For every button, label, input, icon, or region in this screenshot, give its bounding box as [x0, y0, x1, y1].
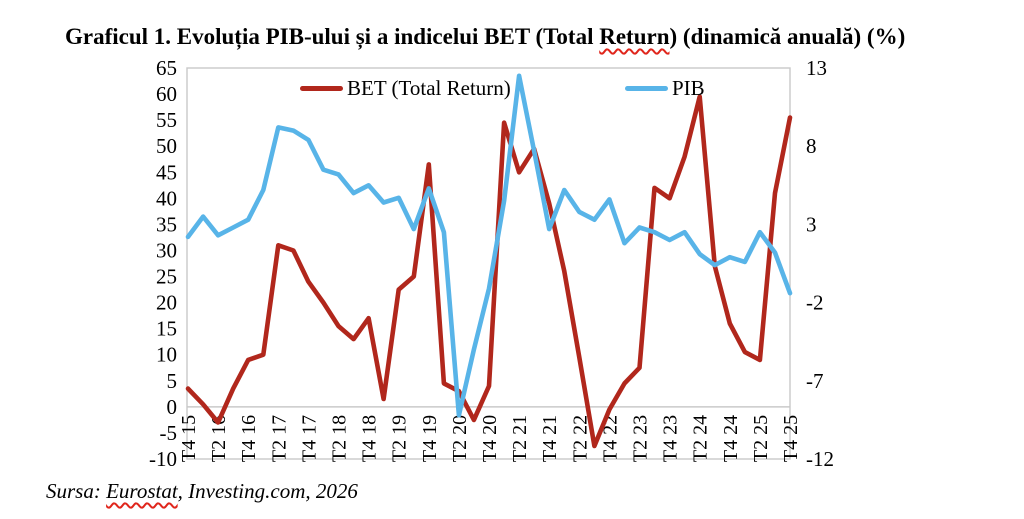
right-axis-tick-label: -2 [806, 291, 824, 315]
x-axis-tick-label: T4 16 [238, 415, 260, 462]
left-axis-tick-label: 55 [156, 108, 177, 132]
legend-label-bet: BET (Total Return) [347, 76, 511, 100]
legend-item-bet: BET (Total Return) [300, 76, 511, 101]
left-axis-tick-label: 25 [156, 265, 177, 289]
left-axis-tick-label: 50 [156, 134, 177, 158]
left-axis-tick-label: -5 [160, 421, 178, 445]
chart-title-suffix: ) (dinamică anuală) (%) [669, 24, 906, 49]
chart-title: Graficul 1. Evoluția PIB-ului și a indic… [65, 24, 905, 50]
plot-border [186, 67, 791, 460]
right-axis-tick-label: 13 [806, 56, 827, 80]
left-axis-tick-label: 5 [167, 369, 178, 393]
x-axis-tick-label: T4 21 [539, 415, 561, 462]
x-axis-tick-label: T2 19 [389, 415, 411, 462]
x-axis-tick-label: T2 22 [569, 415, 591, 462]
legend-label-pib: PIB [672, 76, 705, 100]
source-spellchecked-word: Eurostat [106, 479, 178, 503]
x-axis-tick-label: T2 16 [208, 415, 230, 462]
right-axis-tick-label: -12 [806, 447, 834, 471]
x-axis-tick-label: T4 18 [359, 415, 381, 462]
chart-title-spellchecked-word: Return [599, 24, 670, 49]
bet-legend-key-icon [300, 86, 343, 91]
pib-legend-key-icon [625, 86, 668, 91]
x-axis-tick-label: T2 24 [690, 415, 712, 462]
right-axis-tick-label: 8 [806, 134, 817, 158]
chart-title-prefix: Graficul 1. Evoluția PIB-ului și a indic… [65, 24, 600, 49]
source-prefix: Sursa: [46, 479, 107, 503]
x-axis-tick-label: T4 22 [599, 415, 621, 462]
left-axis-tick-label: 60 [156, 82, 177, 106]
x-axis-tick-label: T2 25 [750, 415, 772, 462]
left-axis-tick-label: 45 [156, 160, 177, 184]
x-axis-tick-label: T4 15 [178, 415, 200, 462]
left-axis-tick-label: 15 [156, 317, 177, 341]
source-note: Sursa: Eurostat, Investing.com, 2026 [46, 479, 358, 504]
x-axis-tick-label: T4 20 [479, 415, 501, 462]
right-axis-tick-label: -7 [806, 369, 824, 393]
legend-item-pib: PIB [625, 76, 705, 101]
x-axis-tick-label: T4 25 [780, 415, 802, 462]
left-axis-tick-label: 40 [156, 186, 177, 210]
left-axis-tick-label: 65 [156, 56, 177, 80]
x-axis-tick-label: T4 19 [419, 415, 441, 462]
right-axis-tick-label: 3 [806, 212, 817, 236]
left-axis-tick-label: -10 [149, 447, 177, 471]
left-axis-tick-label: 20 [156, 291, 177, 315]
bet-line [185, 94, 793, 449]
x-axis-tick-label: T4 17 [298, 415, 320, 462]
left-axis-tick-label: 30 [156, 238, 177, 262]
x-axis-tick-label: T2 23 [630, 415, 652, 462]
left-axis-tick-label: 0 [167, 395, 178, 419]
x-axis-tick-label: T2 20 [449, 415, 471, 462]
left-axis-tick-label: 35 [156, 212, 177, 236]
x-axis-tick-label: T2 21 [509, 415, 531, 462]
x-axis-tick-label: T2 18 [329, 415, 351, 462]
x-axis-tick-label: T4 24 [720, 415, 742, 462]
source-suffix: , Investing.com, 2026 [177, 479, 358, 503]
x-axis-tick-label: T2 17 [268, 415, 290, 462]
x-axis-tick-label: T4 23 [660, 415, 682, 462]
pib-line [185, 73, 793, 418]
left-axis-tick-label: 10 [156, 343, 177, 367]
